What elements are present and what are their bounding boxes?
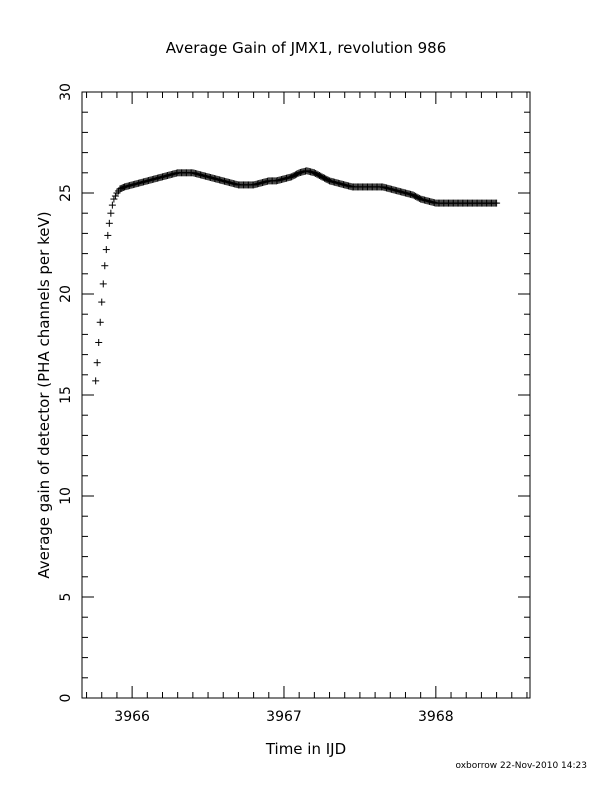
data-point xyxy=(110,195,118,203)
y-tick-label: 20 xyxy=(58,285,74,303)
data-point xyxy=(104,231,112,239)
y-tick-label: 5 xyxy=(58,593,74,602)
axis-ticks xyxy=(82,91,530,699)
data-point xyxy=(93,359,101,367)
plot-frame xyxy=(81,91,531,699)
x-tick-label: 3967 xyxy=(266,709,302,725)
data-point xyxy=(95,338,103,346)
chart-title: Average Gain of JMX1, revolution 986 xyxy=(166,39,447,57)
y-tick-label: 0 xyxy=(58,694,74,703)
y-axis-label: Average gain of detector (PHA channels p… xyxy=(35,211,53,578)
data-point xyxy=(98,298,106,306)
data-point xyxy=(105,219,113,227)
data-point xyxy=(101,262,109,270)
data-point xyxy=(107,209,115,217)
footer-text: oxborrow 22-Nov-2010 14:23 xyxy=(455,761,587,771)
y-tick-label: 25 xyxy=(58,184,74,202)
data-point xyxy=(102,246,110,254)
y-tick-label: 15 xyxy=(58,386,74,404)
data-point-interpolated xyxy=(111,192,119,200)
x-tick-label: 3966 xyxy=(114,709,150,725)
axis-tick-labels: 0 5 10 15 20 25 30 3966 3967 3968 xyxy=(58,83,454,725)
data-point xyxy=(92,377,100,385)
data-points xyxy=(92,167,501,385)
y-tick-label: 30 xyxy=(58,83,74,101)
x-axis-label: Time in IJD xyxy=(265,740,346,758)
data-point xyxy=(108,201,116,209)
y-tick-label: 10 xyxy=(58,487,74,505)
x-tick-label: 3968 xyxy=(418,709,454,725)
data-point xyxy=(96,318,104,326)
data-point xyxy=(99,280,107,288)
data-point xyxy=(493,199,501,207)
